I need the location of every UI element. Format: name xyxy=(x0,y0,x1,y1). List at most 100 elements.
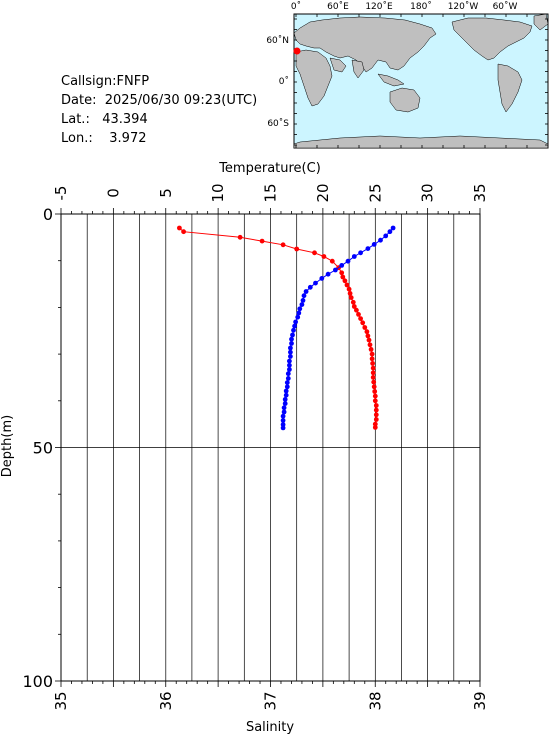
salinity-data-point xyxy=(287,362,292,368)
salinity-data-point xyxy=(283,392,289,398)
temperature-profile-line xyxy=(179,227,377,428)
temperature-data-point xyxy=(347,291,353,296)
temperature-data-point xyxy=(373,403,379,408)
india-landmass xyxy=(351,59,365,79)
salinity-data-point xyxy=(289,341,294,346)
salinity-data-point xyxy=(293,319,298,325)
salinity-data-point xyxy=(282,397,288,402)
temperature-tick-label: 20 xyxy=(314,183,332,202)
depth-axis: 0 50 100 xyxy=(22,205,61,691)
salinity-data-point xyxy=(339,263,345,268)
salinity-tick-label: 38 xyxy=(366,691,384,710)
indonesia-landmass xyxy=(377,73,405,87)
map-left-label: 0˚ xyxy=(279,76,289,87)
depth-tick-label: 100 xyxy=(22,672,53,691)
north-america-landmass xyxy=(451,17,533,61)
arabia-landmass xyxy=(329,57,347,73)
salinity-data-point xyxy=(365,246,371,252)
salinity-data-point xyxy=(301,293,307,299)
temperature-tick-label: 35 xyxy=(471,183,489,202)
temperature-data-point xyxy=(373,407,379,413)
salinity-data-point xyxy=(284,384,290,390)
temperature-data-point xyxy=(364,329,370,335)
map-frame-ticks xyxy=(294,14,549,148)
callsign-row: Callsign:FNFP xyxy=(61,72,257,91)
map-top-label: 180˚ xyxy=(410,1,432,12)
salinity-data-point xyxy=(282,401,288,406)
salinity-data-point xyxy=(299,302,305,307)
temperature-data-point xyxy=(181,229,187,235)
greenland-landmass xyxy=(533,13,549,31)
series-layer xyxy=(177,225,396,431)
map-left-label: 60˚N xyxy=(266,35,289,46)
salinity-data-point xyxy=(387,229,393,235)
temperature-data-point xyxy=(368,347,374,352)
temperature-data-point xyxy=(370,361,375,366)
temperature-data-point xyxy=(312,250,317,256)
salinity-data-point xyxy=(390,225,396,231)
salinity-data-point xyxy=(313,280,318,286)
salinity-axis: 35 36 37 38 39 xyxy=(52,681,489,711)
temperature-data-point xyxy=(280,242,286,248)
salinity-data-point xyxy=(285,371,291,377)
temperature-data-point xyxy=(177,225,182,231)
temperature-axis-label: Temperature(C) xyxy=(218,161,321,176)
salinity-profile-line xyxy=(282,227,394,428)
salinity-data-point xyxy=(300,298,306,303)
salinity-data-point xyxy=(283,388,289,394)
temperature-tick-label: 25 xyxy=(366,183,384,202)
temperature-data-point xyxy=(372,421,378,427)
salinity-data-point xyxy=(289,336,294,342)
temperature-data-point xyxy=(370,365,376,371)
salinity-data-point xyxy=(288,349,293,355)
depth-axis-label: Depth(m) xyxy=(0,415,15,477)
salinity-data-point xyxy=(281,405,287,411)
temperature-tick-label: -5 xyxy=(52,186,70,201)
temperature-tick-label: 10 xyxy=(209,183,227,202)
temperature-data-point xyxy=(371,379,377,385)
temperature-data-point xyxy=(346,286,352,292)
temperature-data-point xyxy=(372,389,378,394)
map-left-label: 60˚S xyxy=(267,118,289,129)
temperature-data-point xyxy=(369,356,375,362)
temperature-data-point xyxy=(365,333,371,339)
salinity-data-point xyxy=(345,258,351,264)
temperature-data-point xyxy=(344,282,350,288)
salinity-tick-label: 39 xyxy=(471,691,489,710)
temperature-data-point xyxy=(354,307,359,313)
salinity-data-point xyxy=(358,250,363,256)
temperature-data-point xyxy=(351,304,357,309)
salinity-data-point xyxy=(285,376,291,381)
salinity-data-point xyxy=(288,354,293,359)
date-value: 2025/06/30 09:23(UTC) xyxy=(104,93,258,108)
map-top-label: 60˚E xyxy=(327,1,349,12)
salinity-data-point xyxy=(319,276,325,281)
temperature-data-point xyxy=(371,384,377,390)
date-label: Date: xyxy=(61,93,97,108)
map-land xyxy=(293,13,549,149)
salinity-data-point xyxy=(378,237,383,243)
lon-row: Lon.: 3.972 xyxy=(61,129,257,148)
salinity-data-point xyxy=(371,242,377,247)
plot-frame xyxy=(60,213,481,682)
salinity-tick-label: 36 xyxy=(157,691,175,710)
temperature-data-point xyxy=(373,417,379,422)
salinity-data-point xyxy=(280,413,286,419)
temperature-data-point xyxy=(348,295,354,300)
temperature-data-point xyxy=(294,246,300,252)
temperature-data-point xyxy=(259,238,265,244)
salinity-data-point xyxy=(280,418,286,423)
africa-landmass xyxy=(295,49,333,107)
map-top-label: 120˚E xyxy=(365,1,393,12)
salinity-data-point xyxy=(351,254,357,259)
salinity-data-point xyxy=(290,332,295,338)
salinity-axis-label: Salinity xyxy=(246,720,294,735)
temperature-data-point xyxy=(360,320,366,326)
salinity-data-point xyxy=(383,233,389,239)
lon-value: 3.972 xyxy=(109,131,147,146)
lat-label: Lat.: xyxy=(61,112,90,127)
date-row: Date: 2025/06/30 09:23(UTC) xyxy=(61,91,257,110)
salinity-data-point xyxy=(307,284,313,290)
temperature-data-point xyxy=(370,375,376,380)
temperature-data-point xyxy=(369,351,375,357)
